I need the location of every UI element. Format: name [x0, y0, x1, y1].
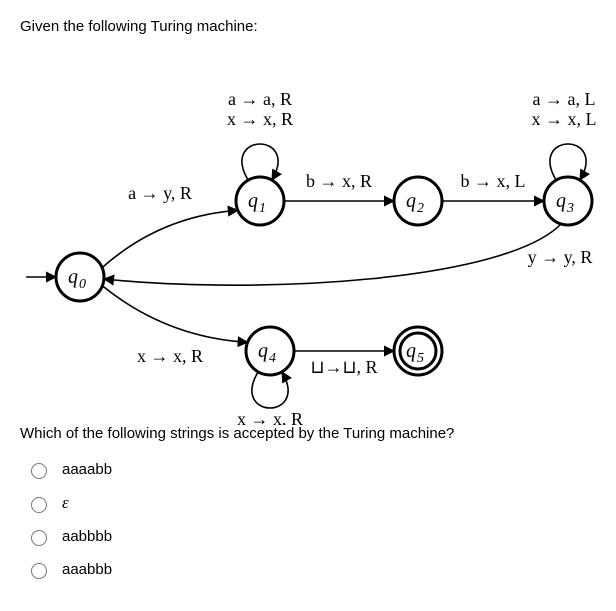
svg-text:⊔→⊔, R: ⊔→⊔, R	[310, 357, 377, 377]
svg-text:x → x, R: x → x, R	[137, 346, 203, 366]
option-0-radio[interactable]	[31, 463, 47, 479]
svg-text:a → a, R: a → a, R	[228, 89, 292, 109]
question-followup: Which of the following strings is accept…	[20, 425, 596, 442]
option-3[interactable]: aaabbb	[26, 560, 596, 579]
option-0[interactable]: aaaabb	[26, 460, 596, 479]
svg-text:y → y, R: y → y, R	[528, 247, 593, 267]
svg-text:b → x, R: b → x, R	[306, 171, 372, 191]
question-prompt: Given the following Turing machine:	[20, 18, 596, 35]
answer-options: aaaabb ε aabbbb aaabbb	[20, 460, 596, 579]
svg-text:a → y, R: a → y, R	[128, 183, 192, 203]
option-1[interactable]: ε	[26, 493, 596, 513]
option-2-radio[interactable]	[31, 530, 47, 546]
option-1-label: ε	[62, 493, 69, 513]
svg-text:a → a, L: a → a, L	[533, 89, 596, 109]
option-1-radio[interactable]	[31, 497, 47, 513]
svg-text:x → x, R: x → x, R	[237, 409, 303, 425]
svg-text:x → x, L: x → x, L	[532, 109, 597, 129]
option-0-label: aaaabb	[62, 461, 112, 478]
svg-text:b → x, L: b → x, L	[461, 171, 526, 191]
option-3-label: aaabbb	[62, 561, 112, 578]
option-2-label: aabbbb	[62, 528, 112, 545]
turing-machine-diagram: a → y, Rx → x, Ra → a, Rx → x, Rb → x, R…	[20, 45, 596, 425]
svg-text:x → x, R: x → x, R	[227, 109, 293, 129]
option-2[interactable]: aabbbb	[26, 527, 596, 546]
